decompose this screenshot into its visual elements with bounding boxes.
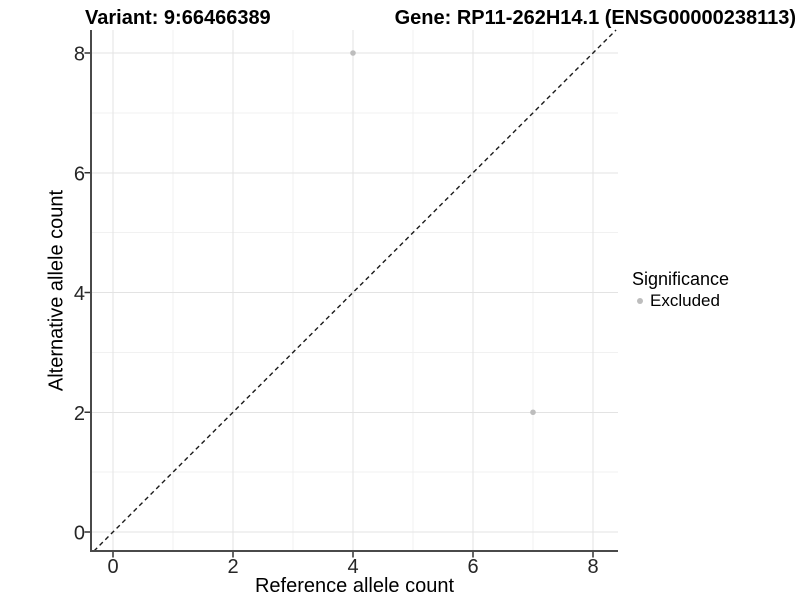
y-tick-label: 6 — [74, 163, 85, 185]
x-axis-title: Reference allele count — [254, 575, 454, 597]
x-tick-label: 6 — [467, 556, 478, 578]
y-tick-label: 4 — [74, 283, 85, 305]
gene-title: Gene: RP11-262H14.1 (ENSG00000238113) — [394, 7, 796, 29]
legend-item-label: Excluded — [650, 291, 720, 310]
y-axis-title: Alternative allele count — [45, 189, 68, 392]
x-tick-label: 8 — [587, 556, 598, 578]
excluded-point-icon — [637, 298, 643, 304]
y-tick-label: 2 — [74, 403, 85, 425]
x-tick-label: 2 — [227, 556, 238, 578]
x-tick-label: 4 — [347, 556, 358, 578]
y-tick-label: 8 — [74, 44, 85, 66]
data-point — [350, 50, 356, 56]
legend-title: Significance — [632, 269, 730, 289]
data-point — [530, 409, 536, 416]
legend: Significance Excluded — [632, 268, 729, 311]
x-tick-label: 0 — [107, 556, 118, 578]
legend-item-excluded: Excluded — [632, 291, 729, 311]
variant-title: Variant: 9:66466389 — [85, 7, 271, 29]
identity-dashed-line — [93, 29, 617, 552]
y-tick-label: 0 — [74, 523, 85, 545]
